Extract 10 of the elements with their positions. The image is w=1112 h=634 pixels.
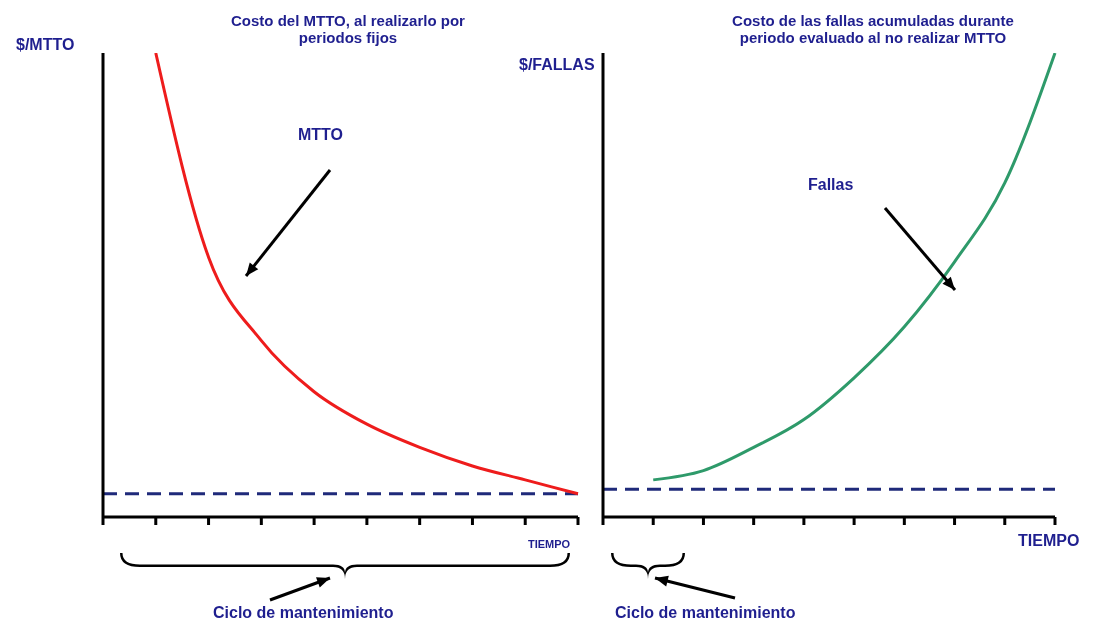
text: MTTO — [298, 126, 344, 144]
x-axis-title: TIEMPO — [528, 538, 571, 550]
x-axis-title: TIEMPO — [1018, 532, 1080, 550]
text: Ciclo de mantenimiento — [615, 604, 796, 622]
text: Ciclo de mantenimiento — [213, 604, 394, 622]
chart-title: Costo de las fallas acumuladas durante periodo evaluado al no realizar MTTO — [731, 12, 1015, 46]
chart-title: Costo del MTTO, al realizarlo por periodos fijos — [230, 12, 466, 46]
text: Fallas — [808, 176, 854, 194]
y-axis-title: $/FALLAS — [519, 56, 595, 74]
y-axis-title: $/MTTO — [16, 36, 75, 54]
